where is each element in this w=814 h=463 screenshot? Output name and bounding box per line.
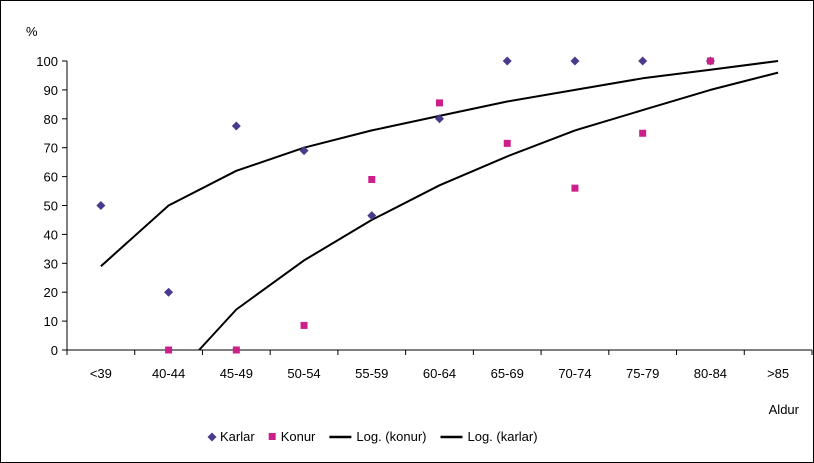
legend-marker-karlar <box>207 432 217 442</box>
x-axis-label: Aldur <box>769 402 800 417</box>
x-tick-label: 65-69 <box>491 366 524 381</box>
point-karlar <box>164 287 174 297</box>
x-tick-label: <39 <box>90 366 112 381</box>
y-tick-label: 70 <box>44 141 58 156</box>
point-konur <box>368 175 376 183</box>
point-karlar <box>367 211 377 221</box>
point-konur <box>503 139 511 147</box>
y-tick-label: 50 <box>44 199 58 214</box>
legend-label-log-konur: Log. (konur) <box>356 429 426 444</box>
x-tick-label: 55-59 <box>355 366 388 381</box>
point-konur <box>165 346 173 354</box>
point-konur <box>571 184 579 192</box>
ticks: 0 10 20 30 40 50 60 70 80 90 100 <39 40-44 45-49 50-54… <box>36 54 813 381</box>
x-tick-label: 60-64 <box>423 366 456 381</box>
point-konur <box>706 57 714 65</box>
x-tick-label: >85 <box>767 366 789 381</box>
y-axis-label: % <box>26 24 38 39</box>
point-karlar <box>435 114 444 124</box>
legend-label-karlar: Karlar <box>220 429 255 444</box>
point-karlar <box>502 56 512 66</box>
x-tick-label: 80-84 <box>694 366 727 381</box>
y-tick-label: 10 <box>44 314 58 329</box>
point-karlar <box>299 146 309 156</box>
point-konur <box>436 99 443 107</box>
point-konur <box>300 321 308 329</box>
point-konur <box>639 129 647 137</box>
y-tick-label: 60 <box>44 170 58 185</box>
trendline-konur <box>100 60 779 267</box>
x-tick-label: 45-49 <box>220 366 253 381</box>
legend: Karlar Konur Log. (konur) Log. (karlar) <box>207 429 538 444</box>
y-tick-label: 80 <box>44 112 58 127</box>
point-karlar <box>638 56 648 66</box>
point-karlar <box>96 201 106 210</box>
y-tick-label: 100 <box>36 54 58 69</box>
point-karlar <box>231 121 241 131</box>
y-tick-label: 30 <box>44 256 58 271</box>
y-tick-label: 40 <box>44 227 58 242</box>
x-tick-label: 75-79 <box>626 366 659 381</box>
legend-marker-konur <box>268 433 276 440</box>
points <box>96 56 715 354</box>
x-tick-label: 50-54 <box>287 366 320 381</box>
legend-label-log-karlar: Log. (karlar) <box>467 429 537 444</box>
y-tick-label: 0 <box>51 343 58 358</box>
point-karlar <box>570 56 580 66</box>
trendline-karlar <box>198 71 779 351</box>
point-konur <box>232 346 240 354</box>
legend-label-konur: Konur <box>281 429 316 444</box>
y-tick-label: 20 <box>44 285 58 300</box>
x-tick-label: 70-74 <box>558 366 591 381</box>
x-tick-label: 40-44 <box>152 366 185 381</box>
y-tick-label: 90 <box>44 83 58 98</box>
